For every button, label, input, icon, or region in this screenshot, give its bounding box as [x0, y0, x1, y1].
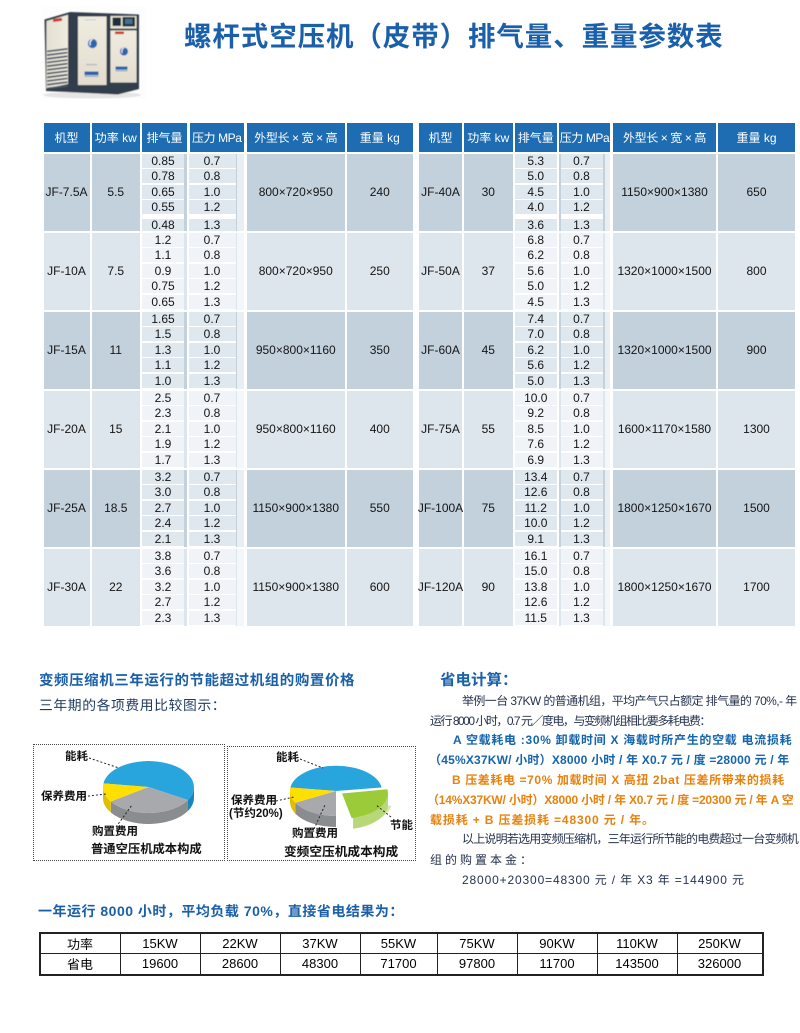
svg-text:节能: 节能 — [390, 819, 413, 832]
svg-text:变频空压机成本构成: 变频空压机成本构成 — [284, 845, 398, 859]
svg-text:购置费用: 购置费用 — [92, 825, 138, 838]
svg-text:保养费用: 保养费用 — [41, 790, 87, 803]
svg-text:保养费用: 保养费用 — [231, 794, 277, 807]
svg-text:能耗: 能耗 — [65, 750, 88, 763]
svg-text:普通空压机成本构成: 普通空压机成本构成 — [91, 842, 202, 856]
svg-text:购置费用: 购置费用 — [292, 827, 338, 840]
svg-text:能耗: 能耗 — [276, 751, 299, 764]
svg-text:(节约20%): (节约20%) — [229, 807, 283, 820]
